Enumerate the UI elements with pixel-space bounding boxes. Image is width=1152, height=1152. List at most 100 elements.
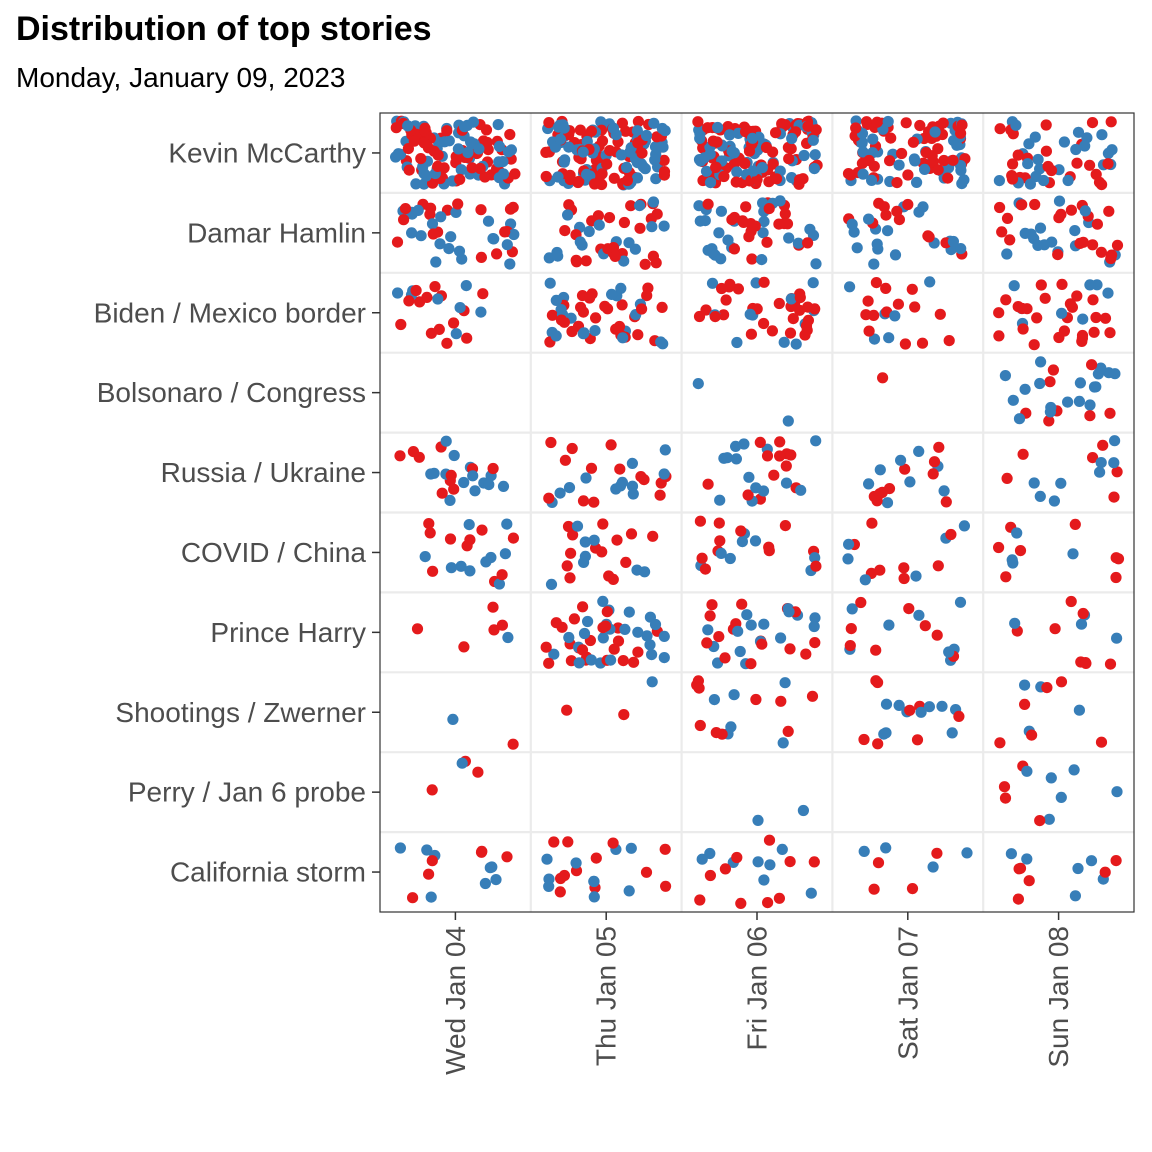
point-red: [597, 518, 609, 530]
point-blue: [1034, 222, 1047, 234]
point-blue: [634, 200, 646, 212]
point-blue: [785, 293, 797, 305]
point-red: [794, 304, 806, 316]
point-blue: [552, 250, 564, 262]
point-red: [891, 177, 903, 189]
point-red: [660, 880, 672, 892]
point-blue: [724, 129, 736, 141]
point-blue: [782, 415, 794, 427]
point-red: [1088, 326, 1100, 338]
point-blue: [475, 306, 487, 318]
point-blue: [627, 488, 639, 500]
point-red: [487, 462, 499, 475]
point-red: [394, 450, 406, 462]
point-red: [720, 294, 732, 306]
point-red: [868, 160, 880, 172]
point-blue: [774, 195, 786, 207]
point-red: [763, 541, 775, 553]
point-red: [436, 487, 448, 499]
point-red: [779, 520, 792, 532]
point-blue: [780, 477, 793, 489]
point-red: [781, 218, 794, 230]
point-blue: [866, 174, 878, 186]
point-red: [413, 451, 425, 463]
point-red: [872, 738, 884, 750]
point-red: [1097, 439, 1109, 451]
point-red: [568, 613, 581, 625]
point-blue: [764, 859, 776, 871]
point-blue: [999, 370, 1012, 382]
point-red: [900, 117, 912, 129]
point-red: [731, 851, 743, 864]
point-red: [1055, 676, 1068, 688]
y-tick-label: California storm: [170, 857, 366, 888]
point-red: [1065, 595, 1077, 608]
point-red: [906, 883, 919, 895]
point-blue: [722, 234, 734, 246]
point-red: [916, 337, 929, 349]
point-red: [762, 897, 774, 909]
point-red: [711, 136, 723, 148]
point-blue: [493, 140, 505, 152]
point-red: [735, 897, 747, 910]
point-blue: [955, 243, 967, 255]
point-red: [454, 173, 466, 185]
point-red: [931, 847, 943, 859]
point-red: [480, 124, 493, 136]
point-red: [596, 168, 608, 180]
point-red: [709, 311, 721, 323]
point-blue: [798, 149, 810, 162]
point-blue: [807, 277, 819, 289]
point-red: [475, 251, 487, 263]
point-red: [636, 147, 648, 159]
point-blue: [497, 156, 509, 168]
point-red: [1014, 862, 1027, 874]
point-blue: [694, 215, 706, 227]
point-blue: [958, 520, 971, 532]
point-red: [892, 298, 905, 310]
point-blue: [502, 146, 515, 158]
point-blue: [432, 293, 444, 305]
point-red: [863, 325, 875, 337]
point-blue: [1019, 679, 1031, 691]
point-blue: [746, 132, 759, 144]
point-blue: [504, 258, 516, 270]
point-blue: [1009, 617, 1021, 629]
point-blue: [846, 218, 858, 230]
point-red: [718, 170, 730, 183]
point-red: [809, 303, 821, 315]
point-red: [635, 471, 647, 483]
point-red: [1066, 301, 1078, 313]
point-blue: [497, 168, 510, 180]
point-red: [906, 283, 918, 295]
point-blue: [585, 654, 597, 666]
point-blue: [745, 619, 757, 631]
y-tick-label: Bolsonaro / Congress: [97, 377, 366, 408]
point-blue: [467, 470, 479, 482]
point-red: [561, 704, 573, 716]
point-blue: [863, 213, 875, 225]
point-red: [751, 173, 763, 186]
point-red: [482, 144, 494, 156]
point-blue: [915, 706, 927, 718]
point-blue: [1001, 248, 1013, 260]
point-blue: [808, 163, 821, 175]
point-blue: [595, 116, 607, 128]
point-blue: [550, 294, 562, 306]
point-red: [452, 198, 464, 210]
point-red: [424, 208, 436, 220]
point-blue: [646, 649, 658, 661]
point-blue: [1067, 548, 1079, 560]
point-red: [702, 122, 714, 134]
y-tick-label: COVID / China: [181, 537, 367, 568]
point-red: [1044, 376, 1056, 388]
point-blue: [808, 620, 820, 633]
point-red: [491, 248, 503, 260]
point-red: [444, 533, 457, 545]
point-red: [870, 277, 883, 289]
point-red: [540, 641, 552, 653]
point-blue: [430, 256, 442, 268]
point-red: [479, 171, 491, 183]
point-blue: [659, 444, 671, 456]
point-red: [566, 325, 578, 338]
